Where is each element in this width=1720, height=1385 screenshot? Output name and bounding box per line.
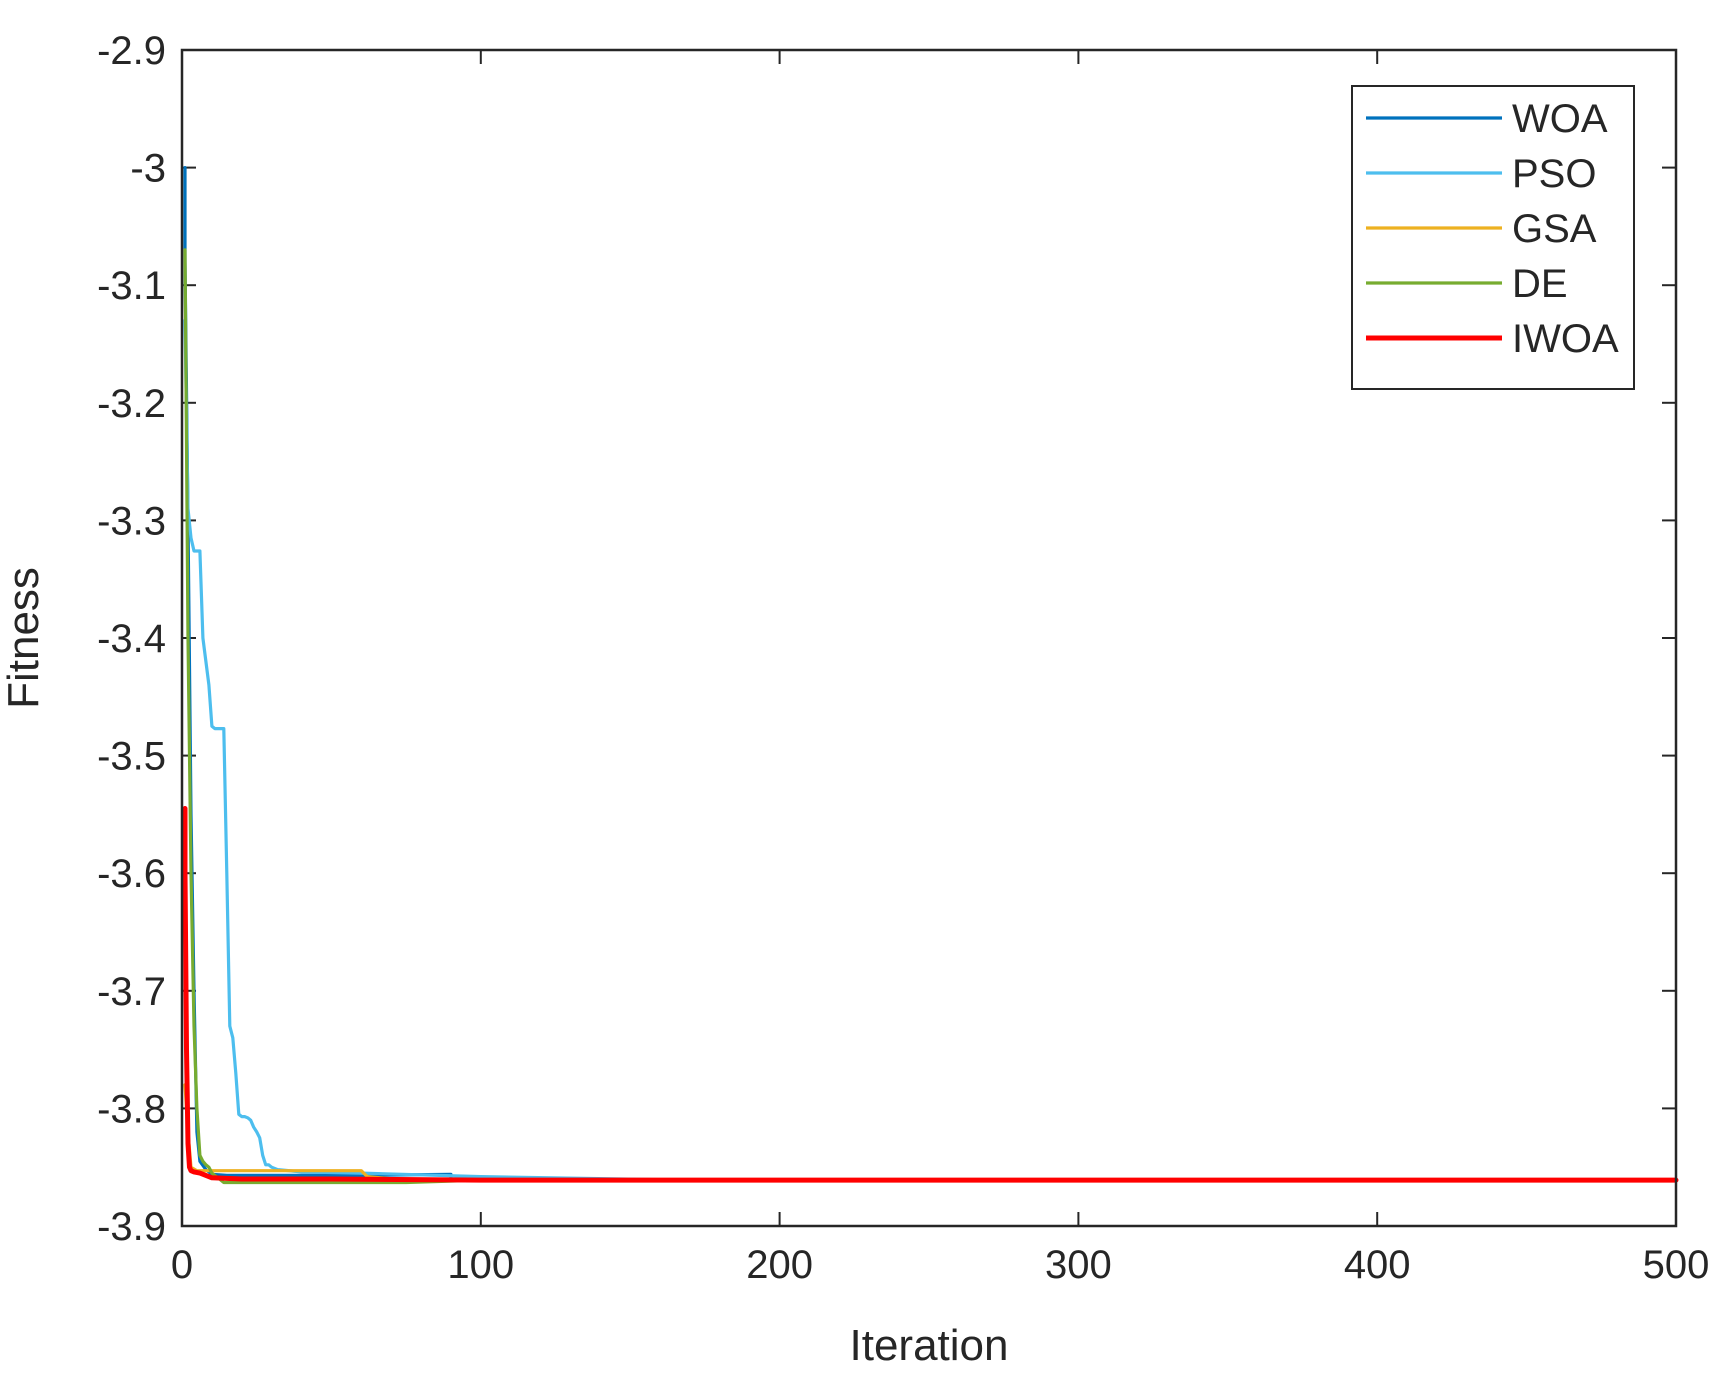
- x-tick-label: 300: [1045, 1243, 1112, 1287]
- y-tick-label: -3.3: [97, 499, 166, 543]
- y-tick-label: -3: [130, 147, 166, 191]
- legend: WOA PSO GSA DE IWOA: [1351, 85, 1635, 390]
- y-tick-label: -3.8: [97, 1087, 166, 1131]
- y-tick-label: -3.1: [97, 264, 166, 308]
- x-tick-label: 0: [171, 1243, 193, 1287]
- x-tick-label: 200: [746, 1243, 813, 1287]
- x-tick-label: 100: [447, 1243, 514, 1287]
- x-tick-label: 400: [1344, 1243, 1411, 1287]
- legend-label-pso: PSO: [1512, 152, 1596, 196]
- y-tick-label: -3.2: [97, 382, 166, 426]
- legend-label-woa: WOA: [1512, 97, 1608, 141]
- y-tick-label: -3.4: [97, 617, 166, 661]
- series-line-iwoa: [182, 806, 1679, 1183]
- y-tick-label: -3.7: [97, 970, 166, 1014]
- series-lines: [182, 166, 1679, 1185]
- legend-label-de: DE: [1512, 262, 1568, 306]
- y-axis-label: Fitness: [0, 567, 48, 709]
- series-line-de: [183, 248, 1678, 1185]
- legend-label-iwoa: IWOA: [1512, 317, 1619, 361]
- x-tick-label: 500: [1643, 1243, 1710, 1287]
- y-tick-label: -2.9: [97, 29, 166, 73]
- series-line-pso: [183, 318, 1678, 1182]
- tick-labels: 0 100 200 300 400 500 -3.9 -3.8 -3.7 -3.6 -3.5 -3.4…: [97, 29, 1709, 1287]
- plot-frame: [180, 48, 1678, 1228]
- y-tick-label: -3.6: [97, 852, 166, 896]
- y-tick-label: -3.9: [97, 1205, 166, 1249]
- legend-label-gsa: GSA: [1512, 207, 1597, 251]
- y-tick-label: -3.5: [97, 735, 166, 779]
- x-axis-label: Iteration: [850, 1321, 1009, 1370]
